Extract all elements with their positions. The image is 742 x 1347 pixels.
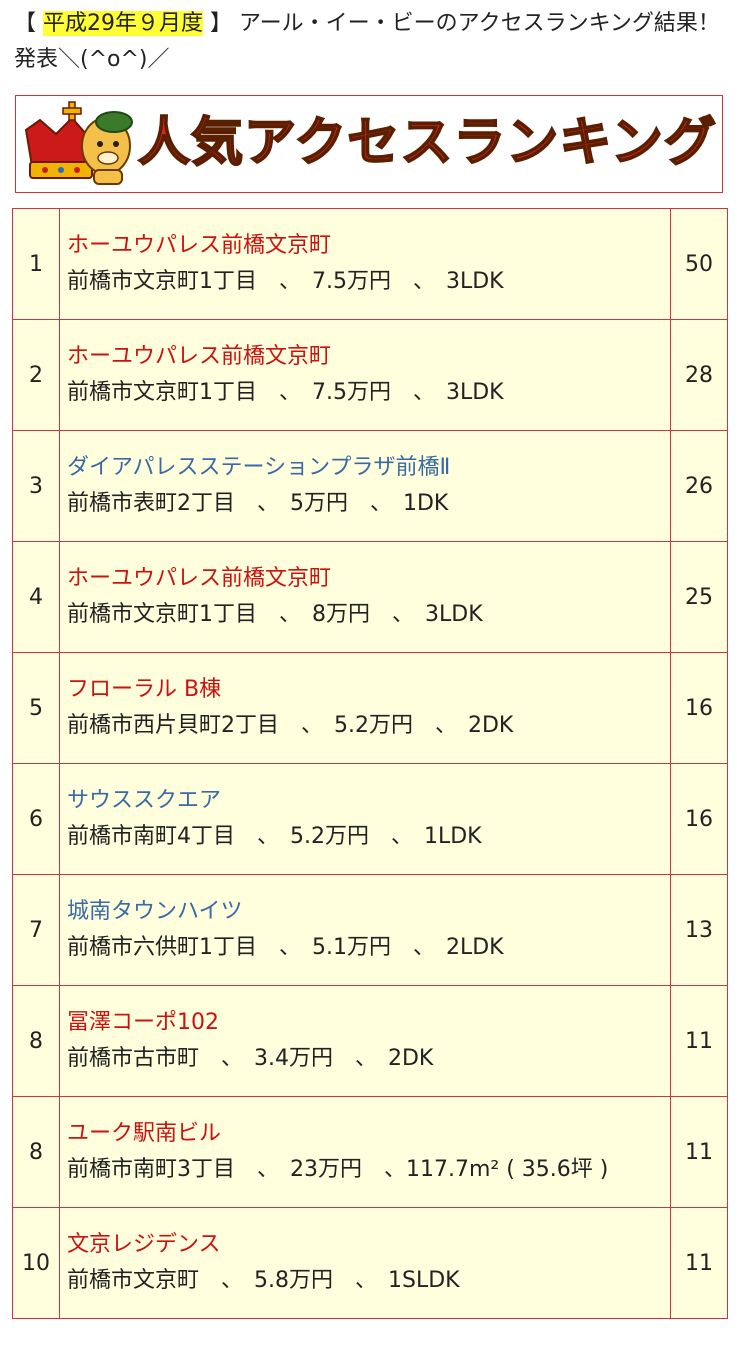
property-name-link[interactable]: 文京レジデンス — [67, 1232, 221, 1257]
access-count: 13 — [670, 874, 728, 986]
property-info: ユーク駅南ビル前橋市南町3丁目 、 23万円 、117.7m² ( 35.6坪 … — [59, 1096, 671, 1208]
rank-number: 3 — [12, 430, 60, 542]
property-info: ホーユウパレス前橋文京町前橋市文京町1丁目 、 7.5万円 、 3LDK — [59, 319, 671, 431]
property-info: 冨澤コーポ102 前橋市古市町 、 3.4万円 、 2DK — [59, 985, 671, 1097]
access-count: 11 — [670, 1207, 728, 1319]
ranking-row: 8 ユーク駅南ビル 前橋市南町3丁目 、 23万円 、117.7m² ( 35.6坪… — [12, 1096, 728, 1208]
property-info: ダイアパレスステーションプラザ前橋Ⅱ 前橋市表町2丁目 、 5万円 、 1DK — [59, 430, 671, 542]
access-count: 28 — [670, 319, 728, 431]
property-info: ホーユウパレス前橋文京町前橋市文京町1丁目 、 7.5万円 、 3LDK — [59, 208, 671, 320]
property-detail: 前橋市南町4丁目 、 5.2万円 、 1LDK — [67, 824, 482, 849]
banner-title: 人気アクセスランキング — [137, 112, 717, 174]
property-name-link[interactable]: サウススクエア — [67, 788, 222, 813]
ranking-row: 6 サウススクエア 前橋市南町4丁目 、 5.2万円 、 1LDK 16 — [12, 763, 728, 875]
access-count: 50 — [670, 208, 728, 320]
intro-headline: アール・イー・ビーのアクセスランキング結果！発表＼(^o^)／ — [14, 11, 720, 72]
property-info: 文京レジデンス前橋市文京町 、 5.8万円 、 1SLDK — [59, 1207, 671, 1319]
rank-number: 7 — [12, 874, 60, 986]
property-name-link[interactable]: ユーク駅南ビル — [67, 1121, 222, 1146]
rank-number: 5 — [12, 652, 60, 764]
ranking-row: 3 ダイアパレスステーションプラザ前橋Ⅱ 前橋市表町2丁目 、 5万円 、 1DK 2… — [12, 430, 728, 542]
property-name-link[interactable]: フローラル B棟 — [67, 677, 222, 702]
property-info: 城南タウンハイツ前橋市六供町1丁目 、 5.1万円 、 2LDK — [59, 874, 671, 986]
property-detail: 前橋市西片貝町2丁目 、 5.2万円 、 2DK — [67, 713, 514, 738]
ranking-row: 10 文京レジデンス 前橋市文京町 、 5.8万円 、 1SLDK 11 — [12, 1207, 728, 1319]
property-detail: 前橋市文京町 、 5.8万円 、 1SLDK — [67, 1268, 460, 1293]
rank-number: 10 — [12, 1207, 60, 1319]
property-name-link[interactable]: 城南タウンハイツ — [67, 899, 243, 924]
property-detail: 前橋市文京町1丁目 、 7.5万円 、 3LDK — [67, 380, 504, 405]
access-count: 11 — [670, 985, 728, 1097]
access-count: 11 — [670, 1096, 728, 1208]
property-detail: 前橋市南町3丁目 、 23万円 、117.7m² ( 35.6坪 ) — [67, 1157, 609, 1182]
property-info: サウススクエア前橋市南町4丁目 、 5.2万円 、 1LDK — [59, 763, 671, 875]
ranking-row: 8 冨澤コーポ102 前橋市古市町 、 3.4万円 、 2DK 11 — [12, 985, 728, 1097]
property-name-link[interactable]: ホーユウパレス前橋文京町 — [67, 566, 332, 591]
property-name-link[interactable]: ホーユウパレス前橋文京町 — [67, 233, 332, 258]
rank-number: 8 — [12, 985, 60, 1097]
property-name-link[interactable]: ホーユウパレス前橋文京町 — [67, 344, 332, 369]
crowned-mascot-icon — [24, 101, 133, 185]
rank-number: 8 — [12, 1096, 60, 1208]
property-detail: 前橋市文京町1丁目 、 8万円 、 3LDK — [67, 602, 483, 627]
access-count: 26 — [670, 430, 728, 542]
ranking-banner: 人気アクセスランキング — [15, 95, 723, 193]
ranking-row: 2 ホーユウパレス前橋文京町 前橋市文京町1丁目 、 7.5万円 、 3LDK 28 — [12, 319, 728, 431]
intro-bracket-close: 】 — [203, 11, 239, 36]
property-name-link[interactable]: 冨澤コーポ102 — [67, 1010, 219, 1035]
ranking-row: 5 フローラル B棟 前橋市西片貝町2丁目 、 5.2万円 、 2DK 16 — [12, 652, 728, 764]
property-detail: 前橋市古市町 、 3.4万円 、 2DK — [67, 1046, 434, 1071]
intro-bracket-open: 【 — [14, 11, 43, 36]
rank-number: 4 — [12, 541, 60, 653]
property-info: ホーユウパレス前橋文京町前橋市文京町1丁目 、 8万円 、 3LDK — [59, 541, 671, 653]
rank-number: 2 — [12, 319, 60, 431]
ranking-row: 7 城南タウンハイツ 前橋市六供町1丁目 、 5.1万円 、 2LDK 13 — [12, 874, 728, 986]
property-detail: 前橋市表町2丁目 、 5万円 、 1DK — [67, 491, 449, 516]
property-info: フローラル B棟前橋市西片貝町2丁目 、 5.2万円 、 2DK — [59, 652, 671, 764]
rank-number: 6 — [12, 763, 60, 875]
ranking-row: 4 ホーユウパレス前橋文京町 前橋市文京町1丁目 、 8万円 、 3LDK 25 — [12, 541, 728, 653]
ranking-table: 1 ホーユウパレス前橋文京町 前橋市文京町1丁目 、 7.5万円 、 3LDK 50 2… — [12, 208, 728, 1319]
property-detail: 前橋市文京町1丁目 、 7.5万円 、 3LDK — [67, 269, 504, 294]
period-highlight: 平成29年９月度 — [43, 11, 203, 36]
property-detail: 前橋市六供町1丁目 、 5.1万円 、 2LDK — [67, 935, 504, 960]
ranking-row: 1 ホーユウパレス前橋文京町 前橋市文京町1丁目 、 7.5万円 、 3LDK 50 — [12, 208, 728, 320]
intro-text: 【 平成29年９月度 】 アール・イー・ビーのアクセスランキング結果！発表＼(^… — [14, 6, 726, 78]
access-count: 16 — [670, 763, 728, 875]
access-count: 16 — [670, 652, 728, 764]
rank-number: 1 — [12, 208, 60, 320]
property-name-link[interactable]: ダイアパレスステーションプラザ前橋Ⅱ — [67, 455, 451, 480]
access-count: 25 — [670, 541, 728, 653]
